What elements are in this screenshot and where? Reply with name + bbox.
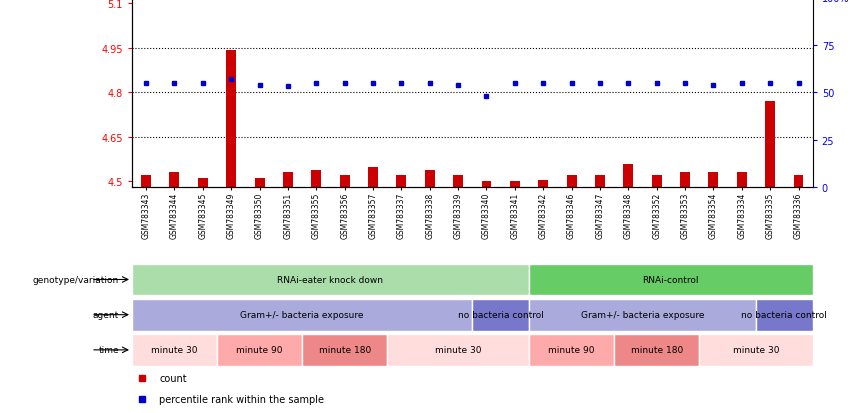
Bar [510,182,520,188]
Bar [132,334,217,366]
Bar [340,176,350,188]
Text: Gram+/- bacteria exposure: Gram+/- bacteria exposure [580,311,705,319]
Bar [132,299,472,331]
Text: RNAi-control: RNAi-control [643,275,700,284]
Bar [708,173,718,188]
Bar [217,334,302,366]
Bar [387,334,529,366]
Bar [302,334,387,366]
Bar [680,173,690,188]
Text: minute 30: minute 30 [151,346,197,354]
Bar [226,51,236,188]
Bar [765,102,775,188]
Text: time: time [99,346,119,354]
Bar [397,176,406,188]
Bar [425,170,435,188]
Text: agent: agent [93,311,119,319]
Bar [453,176,463,188]
Bar [283,173,293,188]
Bar [529,334,614,366]
Bar [623,164,633,188]
Bar [254,179,265,188]
Bar [169,173,180,188]
Bar [529,264,813,296]
Text: genotype/variation: genotype/variation [33,275,119,284]
Text: Gram+/- bacteria exposure: Gram+/- bacteria exposure [240,311,364,319]
Text: count: count [159,373,186,383]
Text: minute 30: minute 30 [733,346,780,354]
Bar [472,299,529,331]
Bar [368,167,378,188]
Bar [538,180,548,188]
Text: no bacteria control: no bacteria control [741,311,827,319]
Bar [737,173,747,188]
Bar [132,264,529,296]
Text: percentile rank within the sample: percentile rank within the sample [159,394,324,404]
Bar [614,334,700,366]
Bar [595,176,605,188]
Bar [756,299,813,331]
Bar [700,334,813,366]
Bar [311,170,322,188]
Text: RNAi-eater knock down: RNAi-eater knock down [277,275,384,284]
Bar [529,299,756,331]
Text: minute 30: minute 30 [435,346,482,354]
Text: no bacteria control: no bacteria control [458,311,544,319]
Text: minute 90: minute 90 [548,346,595,354]
Bar [141,176,151,188]
Bar [567,176,576,188]
Bar [652,176,662,188]
Bar [793,176,803,188]
Bar [482,182,491,188]
Text: minute 90: minute 90 [237,346,283,354]
Text: minute 180: minute 180 [318,346,371,354]
Bar [197,179,208,188]
Text: minute 180: minute 180 [631,346,683,354]
